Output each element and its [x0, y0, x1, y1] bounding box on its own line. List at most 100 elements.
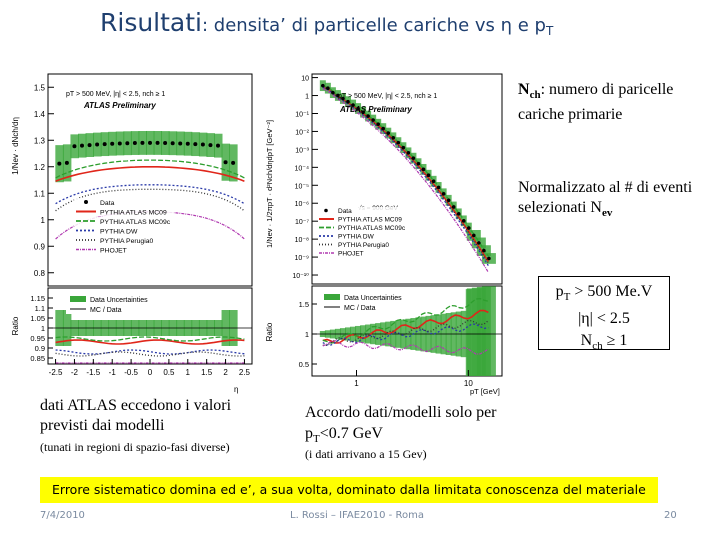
- note-mid-main-b: <0.7 GeV: [319, 425, 383, 442]
- pt-ratio-band-cell: [481, 286, 496, 376]
- pt-legend-label: PYTHIA Perugia0: [338, 242, 389, 249]
- pt-ytick-label: 10⁻⁶: [295, 201, 309, 208]
- eta-ratio-legend: Data Uncertainties MC / Data: [66, 295, 164, 314]
- pt-data-point: [416, 161, 421, 166]
- pt-legend-label: PHOJET: [338, 251, 364, 258]
- eta-data-point: [208, 143, 213, 148]
- eta-ratio-legend-bg: [66, 305, 164, 314]
- pt-ytick-label: 10⁻³: [295, 147, 309, 154]
- pt-data-point: [356, 106, 360, 111]
- pt-legend-label: PYTHIA ATLAS MC09c: [338, 225, 406, 232]
- pt-ytick-label: 10⁻⁵: [295, 183, 309, 190]
- pt-data-points: [321, 83, 491, 261]
- eta-y-axis: 1.5 1.4 1.3 1.2 1.1 1 0.9 0.8: [34, 83, 54, 278]
- plot-pt-distribution: pT > 500 MeV, |η| < 2.5, nch ≥ 1 ATLAS P…: [265, 73, 503, 396]
- eta-data-point: [185, 141, 190, 146]
- pt-data-point: [371, 118, 375, 122]
- eta-legend-label: PYTHIA Perugia0: [100, 238, 153, 245]
- eta-data-point: [163, 141, 168, 146]
- eta-xtick-label: 0: [148, 368, 153, 377]
- eta-xtick-label: -1: [109, 368, 117, 377]
- cut-eta: |η| < 2.5: [578, 310, 630, 328]
- pt-ytick-label: 10⁻¹: [295, 111, 309, 118]
- eta-ytick-label: 1.5: [34, 83, 46, 92]
- note-normalization: Normalizzato al # di eventi selezionati …: [518, 178, 718, 223]
- eta-preliminary-label: ATLAS Preliminary: [83, 101, 156, 110]
- eta-ratio-curve: [55, 339, 245, 345]
- note-nch-sub: ch: [529, 89, 541, 102]
- pt-data-point: [381, 126, 386, 131]
- eta-legend-label: Data: [100, 200, 115, 207]
- note-mid-main: Accordo dati/modelli solo per pT<0.7 GeV: [305, 402, 505, 450]
- pt-data-point: [431, 179, 436, 184]
- pt-data-point: [346, 99, 350, 104]
- note-nch-sym: N: [518, 81, 530, 98]
- pt-data-point: [487, 256, 491, 261]
- pt-ytick-label: 1: [305, 94, 309, 101]
- eta-curve: [55, 188, 245, 212]
- pt-ytick-label: 10⁻²: [295, 129, 309, 136]
- eta-ratio-y-label: Ratio: [11, 316, 20, 335]
- pt-x-axis: 1 10: [354, 370, 473, 388]
- eta-data-point: [223, 160, 228, 165]
- pt-ytick-label: 10⁻⁹: [295, 255, 309, 262]
- eta-ratio-legend-bg: [66, 295, 164, 304]
- eta-ratio-legend-swatch: [70, 296, 86, 302]
- pt-data-point: [326, 86, 330, 90]
- eta-ratio-band: [48, 310, 252, 346]
- pt-data-point: [451, 205, 456, 209]
- eta-data-point: [57, 161, 62, 166]
- slide-title-rest: : densita’ di particelle cariche vs η e …: [202, 15, 546, 36]
- eta-ytick-label: 1: [41, 216, 46, 225]
- pt-data-point: [477, 241, 481, 245]
- pt-legend-bg: [318, 232, 426, 241]
- pt-legend-label: Data: [338, 208, 352, 215]
- eta-x-axis: -2.5 -2 -1.5 -1 -0.5 0 0.5 1 1.5 2 2.5: [49, 359, 251, 377]
- eta-data-point: [155, 140, 160, 145]
- eta-ratio-ytick-label: 1.15: [30, 294, 45, 303]
- eta-xtick-label: 1: [186, 368, 191, 377]
- eta-data-point: [178, 141, 183, 146]
- eta-data-point: [132, 141, 137, 146]
- cut-pt-sub: T: [563, 291, 571, 304]
- pt-data-point: [396, 140, 401, 145]
- eta-ratio-legend-label: MC / Data: [90, 307, 122, 314]
- eta-data-point: [87, 143, 92, 148]
- pt-ratio-legend: Data Uncertainties MC / Data: [320, 293, 420, 312]
- eta-data-point: [231, 160, 236, 165]
- eta-ytick-label: 0.8: [34, 269, 46, 278]
- pt-data-point: [351, 103, 355, 107]
- eta-ratio-legend-label: Data Uncertainties: [90, 297, 148, 304]
- cut-pt-rest: > 500 Me.V: [570, 283, 653, 300]
- note-mid-main-sub: T: [313, 433, 320, 446]
- pt-legend-bg: [318, 215, 426, 224]
- pt-data-point: [401, 145, 406, 150]
- pt-legend-bg: [318, 224, 426, 232]
- pt-data-point: [331, 90, 335, 95]
- eta-y-label: 1/Nev · dNch/dη: [11, 117, 20, 175]
- eta-ratio-ytick-label: 0.9: [35, 344, 45, 353]
- note-norm-text: Normalizzato al # di eventi selezionati …: [518, 179, 693, 216]
- cuts-box: pT > 500 Me.V |η| < 2.5 Nch ≥ 1: [538, 276, 670, 352]
- slide-title-sub: T: [545, 24, 554, 39]
- eta-legend-bg: [74, 236, 174, 245]
- eta-data-point: [102, 142, 107, 147]
- pt-data-point: [411, 156, 416, 160]
- eta-xtick-label: -0.5: [124, 368, 138, 377]
- pt-data-point: [386, 131, 391, 135]
- footer-page: 20: [664, 510, 677, 521]
- pt-data-point: [456, 212, 461, 216]
- eta-xtick-label: 2: [223, 368, 228, 377]
- note-norm-sub: ev: [601, 207, 613, 220]
- pt-ratio-ytick-label: 1.5: [299, 300, 309, 309]
- eta-data-point: [148, 140, 152, 145]
- plot-eta-distribution: pT > 500 MeV, |η| < 2.5, nch ≥ 1 ATLAS P…: [11, 73, 253, 394]
- eta-legend-label: PYTHIA DW: [100, 229, 138, 236]
- eta-data-point: [80, 143, 84, 148]
- note-mid-sub: (i dati arrivano a 15 Gev): [305, 447, 427, 461]
- pt-y-axis: 10 1 10⁻¹ 10⁻² 10⁻³ 10⁻⁴ 10⁻⁵ 10⁻⁶ 10⁻⁷ 10⁻⁸ 10⁻⁹ 1…: [292, 76, 318, 280]
- pt-data-point: [436, 185, 441, 190]
- eta-legend-bg: [74, 245, 174, 255]
- pt-ytick-label: 10: [301, 76, 309, 83]
